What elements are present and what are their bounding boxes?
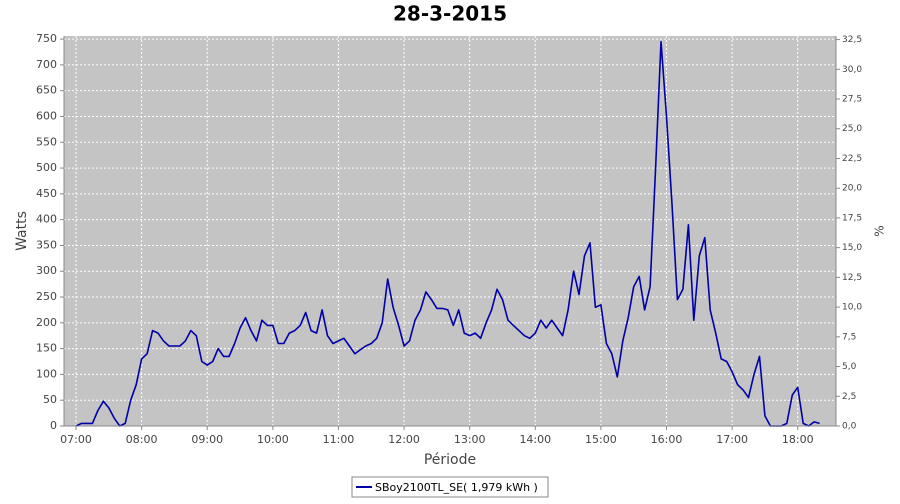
chart-title: 28-3-2015 bbox=[393, 2, 507, 26]
y2-tick-label: 15,0 bbox=[842, 243, 862, 253]
y-tick-label: 200 bbox=[36, 316, 57, 329]
y2-axis-label: % bbox=[873, 225, 887, 236]
x-axis-label: Période bbox=[424, 452, 476, 468]
y2-tick-label: 32,5 bbox=[842, 35, 862, 45]
x-tick-label: 16:00 bbox=[651, 433, 683, 446]
x-tick-label: 17:00 bbox=[716, 433, 748, 446]
y2-tick-label: 2,5 bbox=[842, 392, 856, 402]
x-tick-label: 07:00 bbox=[60, 433, 92, 446]
x-tick-label: 15:00 bbox=[585, 433, 617, 446]
legend bbox=[351, 476, 549, 498]
x-tick-label: 14:00 bbox=[519, 433, 551, 446]
x-tick-label: 18:00 bbox=[782, 433, 814, 446]
y-axis-label: Watts bbox=[14, 211, 30, 251]
y-tick-label: 400 bbox=[36, 213, 57, 226]
y-tick-label: 50 bbox=[43, 393, 57, 406]
y2-tick-label: 10,0 bbox=[842, 303, 862, 313]
series-line bbox=[75, 40, 820, 427]
x-tick-label: 11:00 bbox=[323, 433, 355, 446]
y-tick-label: 0 bbox=[50, 419, 57, 432]
y-tick-label: 350 bbox=[36, 238, 57, 251]
marks bbox=[75, 40, 820, 427]
y-tick-label: 750 bbox=[36, 32, 57, 45]
x-tick-label: 08:00 bbox=[126, 433, 158, 446]
x-tick-label: 13:00 bbox=[454, 433, 486, 446]
y2-tick-label: 20,0 bbox=[842, 184, 862, 194]
x-tick-label: 09:00 bbox=[191, 433, 223, 446]
y-tick-label: 600 bbox=[36, 109, 57, 122]
y-tick-label: 250 bbox=[36, 290, 57, 303]
y-tick-label: 150 bbox=[36, 342, 57, 355]
y2-tick-label: 25,0 bbox=[842, 124, 862, 134]
y-tick-label: 550 bbox=[36, 135, 57, 148]
y2-tick-label: 27,5 bbox=[842, 95, 862, 105]
x-tick-label: 12:00 bbox=[388, 433, 420, 446]
plot-area bbox=[64, 36, 836, 426]
y2-tick-label: 7,5 bbox=[842, 332, 856, 342]
y-tick-label: 500 bbox=[36, 161, 57, 174]
legend-label: SBoy2100TL_SE( 1,979 kWh ) bbox=[375, 481, 538, 494]
y2-tick-label: 0,0 bbox=[842, 422, 857, 432]
y2-tick-label: 30,0 bbox=[842, 65, 862, 75]
y2-tick-label: 12,5 bbox=[842, 273, 862, 283]
grid bbox=[64, 36, 836, 427]
y-tick-label: 300 bbox=[36, 264, 57, 277]
y-tick-label: 450 bbox=[36, 187, 57, 200]
y2-tick-label: 22,5 bbox=[842, 154, 862, 164]
y-tick-label: 700 bbox=[36, 58, 57, 71]
y2-tick-label: 17,5 bbox=[842, 213, 862, 223]
y2-tick-label: 5,0 bbox=[842, 362, 857, 372]
x-tick-label: 10:00 bbox=[257, 433, 289, 446]
y-tick-label: 100 bbox=[36, 367, 57, 380]
y-tick-label: 650 bbox=[36, 84, 57, 97]
